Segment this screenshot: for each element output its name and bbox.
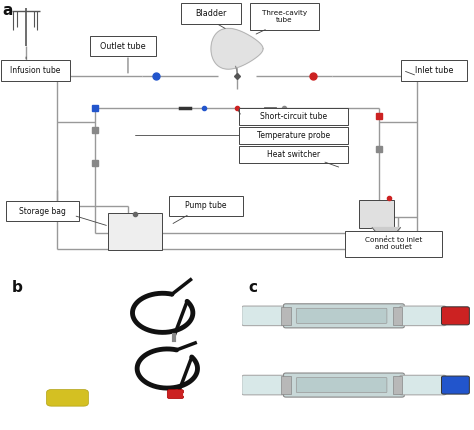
Text: Inlet tube: Inlet tube	[415, 66, 453, 75]
Text: Temperature probe: Temperature probe	[257, 131, 330, 140]
Text: Heat switcher: Heat switcher	[267, 150, 320, 159]
Text: Connect to inlet
and outlet: Connect to inlet and outlet	[365, 237, 422, 250]
Text: Bladder: Bladder	[195, 9, 227, 18]
FancyBboxPatch shape	[283, 304, 404, 328]
FancyBboxPatch shape	[169, 196, 243, 216]
FancyBboxPatch shape	[108, 213, 162, 250]
Polygon shape	[372, 227, 401, 244]
Text: Infusion tube: Infusion tube	[10, 66, 61, 75]
FancyBboxPatch shape	[281, 307, 291, 325]
FancyBboxPatch shape	[296, 378, 387, 393]
FancyBboxPatch shape	[281, 376, 291, 394]
FancyBboxPatch shape	[46, 390, 88, 406]
Text: Storage bag: Storage bag	[19, 207, 66, 216]
FancyBboxPatch shape	[1, 60, 70, 80]
Text: Outlet tube: Outlet tube	[100, 42, 146, 51]
FancyBboxPatch shape	[181, 3, 241, 25]
FancyBboxPatch shape	[250, 3, 319, 30]
FancyBboxPatch shape	[441, 376, 469, 394]
FancyBboxPatch shape	[401, 60, 467, 80]
FancyBboxPatch shape	[345, 231, 442, 257]
FancyBboxPatch shape	[239, 127, 348, 144]
Polygon shape	[211, 28, 263, 69]
FancyBboxPatch shape	[167, 390, 183, 399]
FancyBboxPatch shape	[242, 375, 288, 395]
FancyBboxPatch shape	[90, 36, 156, 56]
FancyBboxPatch shape	[239, 108, 348, 125]
FancyBboxPatch shape	[400, 375, 446, 395]
FancyBboxPatch shape	[6, 201, 80, 221]
FancyBboxPatch shape	[296, 308, 387, 323]
Text: Short-circuit tube: Short-circuit tube	[260, 112, 328, 121]
FancyBboxPatch shape	[400, 306, 446, 326]
Text: b: b	[12, 280, 23, 295]
FancyBboxPatch shape	[392, 376, 402, 394]
Text: a: a	[2, 3, 13, 18]
FancyBboxPatch shape	[392, 307, 402, 325]
FancyBboxPatch shape	[239, 146, 348, 163]
Text: Pump tube: Pump tube	[185, 201, 227, 210]
Text: Three-cavity
tube: Three-cavity tube	[262, 10, 307, 23]
FancyBboxPatch shape	[283, 373, 404, 397]
FancyBboxPatch shape	[441, 307, 469, 325]
FancyBboxPatch shape	[359, 200, 394, 228]
Text: c: c	[249, 280, 258, 295]
FancyBboxPatch shape	[242, 306, 288, 326]
